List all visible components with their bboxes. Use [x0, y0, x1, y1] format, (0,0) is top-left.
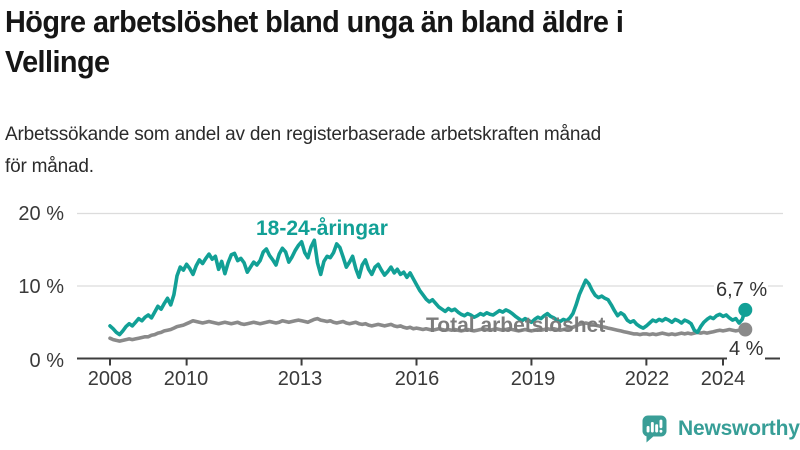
x-axis-label-2016: 2016 [394, 368, 440, 390]
series-end-dot-1 [738, 322, 753, 337]
series-line-1 [108, 316, 748, 343]
newsworthy-logo-icon [642, 415, 667, 443]
x-axis-label-2024: 2024 [700, 368, 746, 390]
x-axis-label-2022: 2022 [624, 368, 670, 390]
page-title: Högre arbetslöshet bland unga än bland ä… [5, 2, 624, 82]
series-label-total: Total arbetslöshet [426, 314, 606, 337]
subtitle-line-1: Arbetssökande som andel av den registerb… [5, 124, 602, 145]
end-value-label-young: 6,7 % [714, 279, 768, 301]
series-end-dot-0 [738, 302, 753, 317]
subtitle-line-2: för månad. [5, 156, 94, 177]
newsworthy-logo: Newsworthy [642, 415, 800, 443]
title-line-2: Vellinge [5, 44, 110, 79]
x-axis-label-2019: 2019 [510, 368, 556, 390]
end-value-label-total: 4 % [727, 338, 766, 360]
x-axis-label-2013: 2013 [277, 368, 323, 390]
y-axis-label-0: 0 % [29, 350, 64, 372]
x-axis-label-2010: 2010 [163, 368, 209, 390]
series-line-0 [108, 238, 748, 337]
y-axis-label-10: 10 % [18, 276, 64, 298]
newsworthy-logo-text: Newsworthy [678, 417, 800, 440]
title-line-1: Högre arbetslöshet bland unga än bland ä… [5, 4, 624, 39]
x-axis-label-2008: 2008 [87, 368, 133, 390]
series-label-young: 18-24-åringar [256, 217, 388, 240]
y-axis-label-20: 20 % [18, 203, 64, 225]
chart-subtitle: Arbetssökande som andel av den registerb… [5, 119, 601, 183]
